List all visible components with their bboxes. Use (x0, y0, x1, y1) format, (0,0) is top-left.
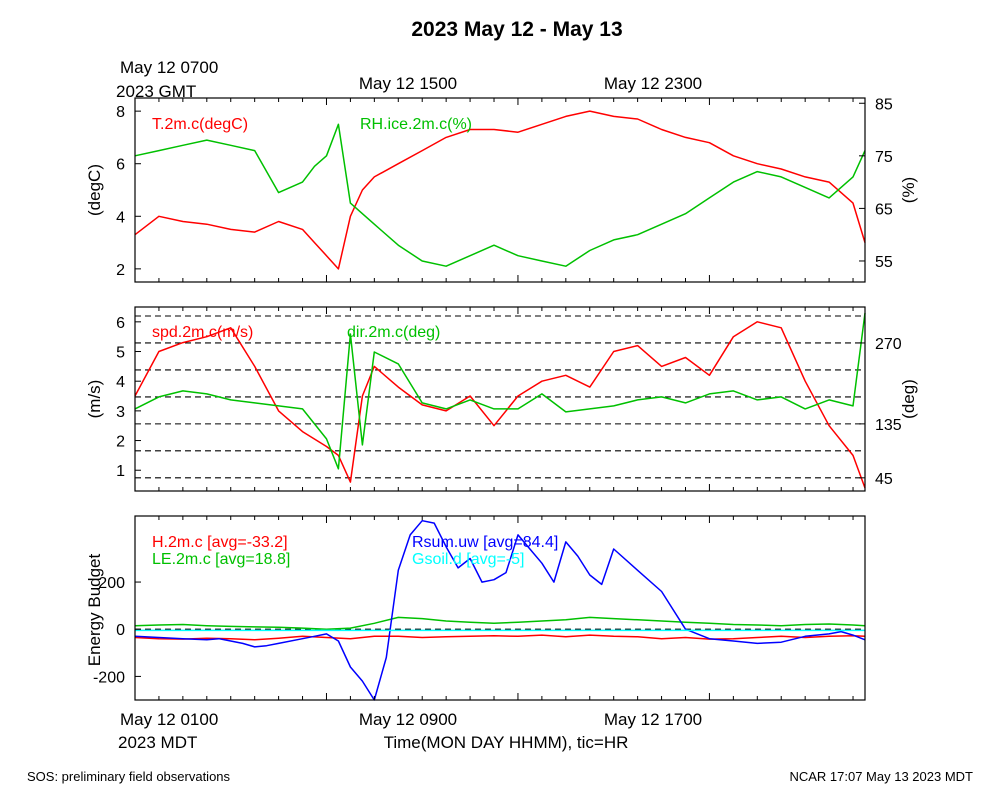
y-tick-label-right: 135 (875, 417, 902, 434)
gmt-first-label: May 12 0700 (120, 58, 218, 77)
legend-le2m: LE.2m.c [avg=18.8] (152, 551, 290, 568)
y-tick-label-left: 6 (116, 157, 125, 174)
legend-gsoil: Gsoil.d [avg=-5] (412, 551, 525, 568)
panel-energy-budget-frame (134, 515, 866, 701)
ylabel-degc: (degC) (85, 164, 104, 216)
y-tick-label-right: 270 (875, 336, 902, 353)
y-tick-label-left: 2 (116, 434, 125, 451)
mdt-tick-label-2: May 12 1700 (604, 710, 702, 729)
footer-left-note: SOS: preliminary field observations (27, 769, 231, 784)
y-tick-label-right: 85 (875, 96, 893, 113)
series-line-p1-1 (134, 123, 866, 267)
y-tick-label-left: 1 (116, 463, 125, 480)
series-line-p1-0 (134, 110, 866, 270)
mdt-first-label: May 12 0100 (120, 710, 218, 729)
y-tick-label-left: 0 (116, 622, 125, 639)
series-line-p2-1 (134, 312, 866, 470)
y-tick-label-left: 4 (116, 209, 125, 226)
y-tick-label-left: 200 (98, 575, 125, 592)
legend-rsum: Rsum.uw [avg=84.4] (412, 534, 558, 551)
gmt-tick-label-1: May 12 1500 (359, 74, 457, 93)
panel-wind-frame (134, 306, 866, 492)
legend-dir: dir.2m.c(deg) (347, 324, 440, 341)
y-tick-label-right: 45 (875, 471, 893, 488)
y-tick-label-right: 55 (875, 254, 893, 271)
series-line-p2-0 (134, 321, 866, 489)
y-tick-label-left: 8 (116, 104, 125, 121)
mdt-year-label: 2023 MDT (118, 733, 197, 752)
legend-h2m: H.2m.c [avg=-33.2] (152, 534, 288, 551)
legend-t2m: T.2m.c(degC) (152, 116, 248, 133)
panel-energy-budget: -200 0 200 H.2m.c [avg=-33.2] LE.2m.c [avg… (85, 515, 866, 701)
ylabel-energy-budget: Energy Budget (85, 553, 104, 666)
chart-title: 2023 May 12 - May 13 (411, 18, 622, 41)
panel-temperature-rh: 2 4 6 8 55 65 75 85 T.2m.c(degC) RH.ice.2m.c(%)… (85, 96, 918, 283)
ylabel-deg: (deg) (899, 379, 918, 419)
y-tick-label-left: 6 (116, 315, 125, 332)
series-line-p3-2 (134, 519, 866, 701)
y-tick-label-left: 5 (116, 345, 125, 362)
y-tick-label-right: 75 (875, 149, 893, 166)
gmt-year-label: 2023 GMT (116, 82, 196, 101)
y-tick-label-right: 65 (875, 201, 893, 218)
y-tick-label-left: 4 (116, 374, 125, 391)
mdt-tick-label-1: May 12 0900 (359, 710, 457, 729)
panel-temperature-rh-frame (134, 97, 866, 283)
series-line-p3-1 (134, 616, 866, 630)
gmt-tick-label-2: May 12 2300 (604, 74, 702, 93)
ylabel-percent: (%) (899, 177, 918, 203)
y-tick-label-left: -200 (93, 669, 125, 686)
y-tick-label-left: 3 (116, 404, 125, 421)
x-axis-label: Time(MON DAY HHMM), tic=HR (384, 733, 629, 752)
y-tick-label-left: 2 (116, 262, 125, 279)
ylabel-ms: (m/s) (85, 380, 104, 419)
series-line-p3-0 (134, 634, 866, 641)
legend-spd: spd.2m.c(m/s) (152, 324, 253, 341)
footer-right-note: NCAR 17:07 May 13 2023 MDT (789, 769, 973, 784)
legend-rh-ice: RH.ice.2m.c(%) (360, 116, 472, 133)
